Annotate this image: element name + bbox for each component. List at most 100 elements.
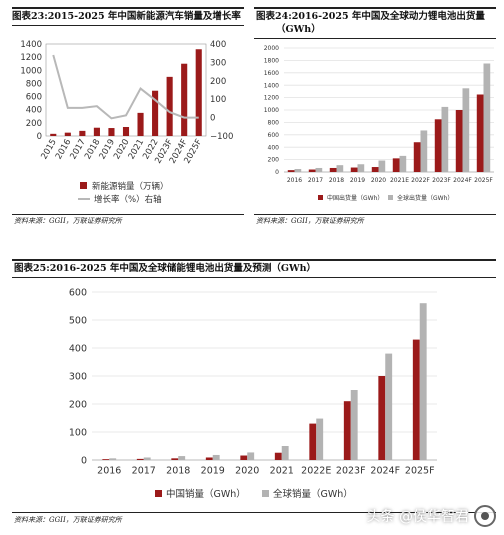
c25-bar-china	[378, 376, 386, 460]
c23-title-rule	[12, 25, 244, 26]
c25-ytick: 400	[69, 343, 87, 354]
c24-bar-china	[434, 119, 442, 172]
c24-ytick: 1000	[264, 107, 279, 114]
c24-bar-china	[455, 110, 463, 172]
c24-legend-global-swatch	[388, 195, 393, 200]
c25-xtick: 2022E	[301, 466, 331, 477]
c25-bar-global	[385, 353, 393, 460]
c24-bar-global	[399, 155, 407, 172]
c24-title-rule	[254, 38, 496, 39]
c24-ytick: 1600	[264, 70, 279, 77]
c23-ytick-right: 0	[210, 114, 215, 124]
c25-bar-china	[205, 457, 213, 460]
c23-bar	[108, 128, 115, 136]
c24-chart: 0 200 400 600 800 1000 1200 1400 1600 1800 2000 201…	[264, 45, 494, 202]
c25-ytick: 0	[81, 455, 87, 466]
c25-xtick: 2024F	[370, 466, 400, 477]
c25-legend-china-swatch	[155, 490, 162, 497]
c24-bar-china	[329, 167, 337, 172]
c24-source: 资料来源：GGII，万联证券研究所	[256, 217, 364, 225]
c25-bar-global	[281, 446, 289, 460]
c24-bar-china	[350, 167, 358, 172]
c25-bar-global	[419, 303, 427, 460]
c24-ytick: 200	[268, 157, 280, 164]
c24-legend-china-swatch	[318, 195, 323, 200]
c23-legend-bar-label: 新能源销量（万辆）	[92, 181, 169, 192]
c25-bottom-rule	[12, 512, 496, 513]
c25-source: 资料来源：GGII，万联证券研究所	[14, 516, 122, 524]
c23-ytick-left: 1000	[20, 66, 42, 76]
c24-legend-china-label: 中国出货量（GWh）	[327, 194, 383, 202]
c24-bar-global	[357, 164, 365, 172]
c25-bar-global	[350, 390, 358, 460]
c25-ytick: 500	[69, 315, 87, 326]
c23-bar	[93, 127, 100, 136]
c25-xtick: 2018	[166, 466, 190, 477]
c24-bottom-rule	[254, 214, 496, 215]
c23-source: 资料来源：GGII，万联证券研究所	[14, 217, 122, 225]
c23-bar	[79, 130, 86, 136]
c23-ytick-left: 1200	[20, 53, 42, 63]
watermark-logo-icon	[474, 505, 496, 527]
c24-bar-global	[315, 167, 323, 172]
c23-ytick-right: 400	[210, 40, 226, 50]
c25-bar-global	[109, 458, 117, 460]
c25-ytick: 600	[69, 287, 87, 298]
watermark-text: 头条 @侯华智君	[366, 509, 469, 525]
c23-top-rule	[12, 7, 244, 9]
c25-bar-global	[178, 456, 186, 460]
c24-ytick: 2000	[264, 45, 279, 52]
c24-bar-global	[420, 130, 428, 172]
c24-bar-global	[336, 165, 344, 172]
c23-ytick-left: 400	[26, 106, 42, 116]
c23-growth-line	[52, 54, 199, 120]
c24-bar-global	[483, 63, 491, 172]
c24-title-line2: （GWh）	[276, 24, 321, 35]
c25-bar-china	[102, 459, 110, 460]
c25-legend-global-label: 全球销量（GWh）	[273, 488, 353, 500]
c25-ytick: 200	[69, 399, 87, 410]
c24-bar-global	[294, 169, 302, 172]
c25-bar-china	[343, 401, 351, 460]
c25-xtick: 2016	[97, 466, 121, 477]
c24-xtick: 2025F	[474, 177, 493, 184]
c25-top-rule	[12, 259, 496, 261]
c25-xtick: 2019	[201, 466, 225, 477]
c24-xtick: 2016	[287, 177, 302, 184]
c25-xtick: 2023F	[336, 466, 366, 477]
c24-bar-china	[476, 94, 484, 172]
c25-ytick: 300	[69, 371, 87, 382]
c24-ytick: 600	[268, 132, 280, 139]
c24-bar-china	[287, 170, 295, 172]
c23-bar	[152, 90, 159, 136]
c25-bar-global	[143, 457, 151, 460]
c24-xtick: 2023F	[432, 177, 451, 184]
c24-bar-global	[462, 88, 470, 172]
c23-ytick-left: 800	[26, 79, 42, 89]
c23-ytick-left: 200	[26, 119, 42, 129]
c24-bar-global	[441, 106, 449, 172]
c23-legend-line-label: 增长率（%）右轴	[94, 194, 162, 205]
c25-ytick: 100	[69, 427, 87, 438]
c23-bar	[50, 133, 57, 136]
c23-bar	[64, 132, 71, 136]
c25-chart: 0 100 200 300 400 500 600 2016 2017 2018 2019 2020 2…	[69, 287, 437, 500]
c25-bar-global	[247, 452, 255, 460]
c24-xtick: 2017	[308, 177, 323, 184]
c23-ytick-right: 200	[210, 77, 226, 87]
c23-chart: 0 200 400 600 800 1000 1200 1400 −100 0 100 200 300 4…	[20, 40, 233, 205]
c24-top-rule	[254, 7, 496, 9]
c23-bar	[166, 76, 173, 136]
c24-ytick: 1800	[264, 58, 279, 65]
c24-xtick: 2021E	[390, 177, 409, 184]
c25-title: 图表25:2016-2025 年中国及全球储能锂电池出货量及预测（GWh）	[14, 263, 317, 274]
c25-xtick: 2020	[235, 466, 259, 477]
c24-title-line1: 图表24:2016-2025 年中国及全球动力锂电池出货量	[256, 11, 485, 22]
c23-ytick-right: 100	[210, 95, 226, 105]
c23-ytick-right: −100	[210, 132, 233, 142]
c23-bar	[181, 63, 188, 136]
c25-xtick: 2017	[132, 466, 156, 477]
c24-ytick: 400	[268, 144, 280, 151]
c23-ytick-left: 1400	[20, 40, 42, 50]
c25-legend-global-swatch	[262, 490, 269, 497]
